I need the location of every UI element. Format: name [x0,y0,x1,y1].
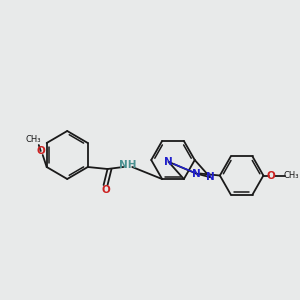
Text: NH: NH [118,160,136,170]
Text: O: O [101,185,110,195]
Text: CH₃: CH₃ [283,171,299,180]
Text: O: O [267,170,276,181]
Text: N: N [206,172,214,182]
Text: N: N [164,157,173,167]
Text: CH₃: CH₃ [25,134,40,143]
Text: O: O [36,146,45,156]
Text: N: N [192,169,200,178]
